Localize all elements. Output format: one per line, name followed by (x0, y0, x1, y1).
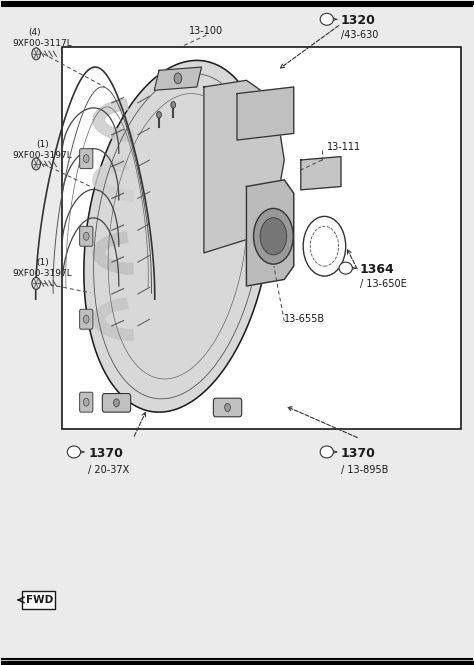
Text: 13-655B: 13-655B (284, 315, 325, 325)
Text: / 20-37X: / 20-37X (88, 465, 129, 475)
Text: (1): (1) (36, 140, 49, 148)
Text: 9XF00-3197L: 9XF00-3197L (12, 151, 72, 160)
Circle shape (171, 102, 175, 108)
Text: 13-100: 13-100 (189, 25, 223, 35)
FancyBboxPatch shape (80, 309, 93, 329)
Ellipse shape (339, 262, 352, 274)
FancyBboxPatch shape (22, 591, 55, 608)
Bar (62, 47, 462, 429)
Text: 1364: 1364 (360, 263, 395, 276)
FancyBboxPatch shape (213, 398, 242, 417)
Polygon shape (237, 87, 294, 140)
Circle shape (174, 73, 182, 84)
Polygon shape (84, 61, 272, 412)
Ellipse shape (320, 446, 333, 458)
FancyBboxPatch shape (80, 149, 93, 169)
Text: 9XF00-3197L: 9XF00-3197L (12, 269, 72, 278)
Polygon shape (155, 67, 201, 90)
Circle shape (225, 404, 230, 412)
Circle shape (83, 315, 89, 323)
Polygon shape (246, 180, 294, 286)
Circle shape (83, 155, 89, 163)
Polygon shape (93, 299, 133, 340)
Polygon shape (93, 232, 133, 274)
FancyBboxPatch shape (80, 392, 93, 412)
Text: / 13-895B: / 13-895B (341, 465, 388, 475)
Circle shape (32, 277, 40, 289)
FancyBboxPatch shape (80, 226, 93, 246)
Text: 13-111: 13-111 (327, 142, 361, 152)
Circle shape (83, 398, 89, 406)
Text: (1): (1) (36, 257, 49, 267)
Circle shape (260, 217, 287, 255)
Text: FWD: FWD (26, 595, 53, 605)
Circle shape (156, 112, 161, 118)
Ellipse shape (67, 446, 81, 458)
Text: (4): (4) (28, 28, 41, 37)
Circle shape (32, 48, 40, 60)
Ellipse shape (320, 13, 333, 25)
Text: 1370: 1370 (88, 447, 123, 460)
Circle shape (32, 158, 40, 170)
Polygon shape (93, 159, 133, 201)
Circle shape (254, 208, 293, 264)
Text: / 13-650E: / 13-650E (360, 279, 407, 289)
Text: 9XF00-3117L: 9XF00-3117L (12, 39, 72, 49)
Circle shape (83, 232, 89, 240)
Text: 1320: 1320 (341, 14, 376, 27)
Polygon shape (204, 80, 284, 253)
Circle shape (114, 399, 119, 407)
FancyBboxPatch shape (102, 394, 131, 412)
Text: /43-630: /43-630 (341, 30, 378, 40)
Polygon shape (93, 99, 133, 142)
Text: 1370: 1370 (341, 447, 376, 460)
Polygon shape (301, 157, 341, 190)
